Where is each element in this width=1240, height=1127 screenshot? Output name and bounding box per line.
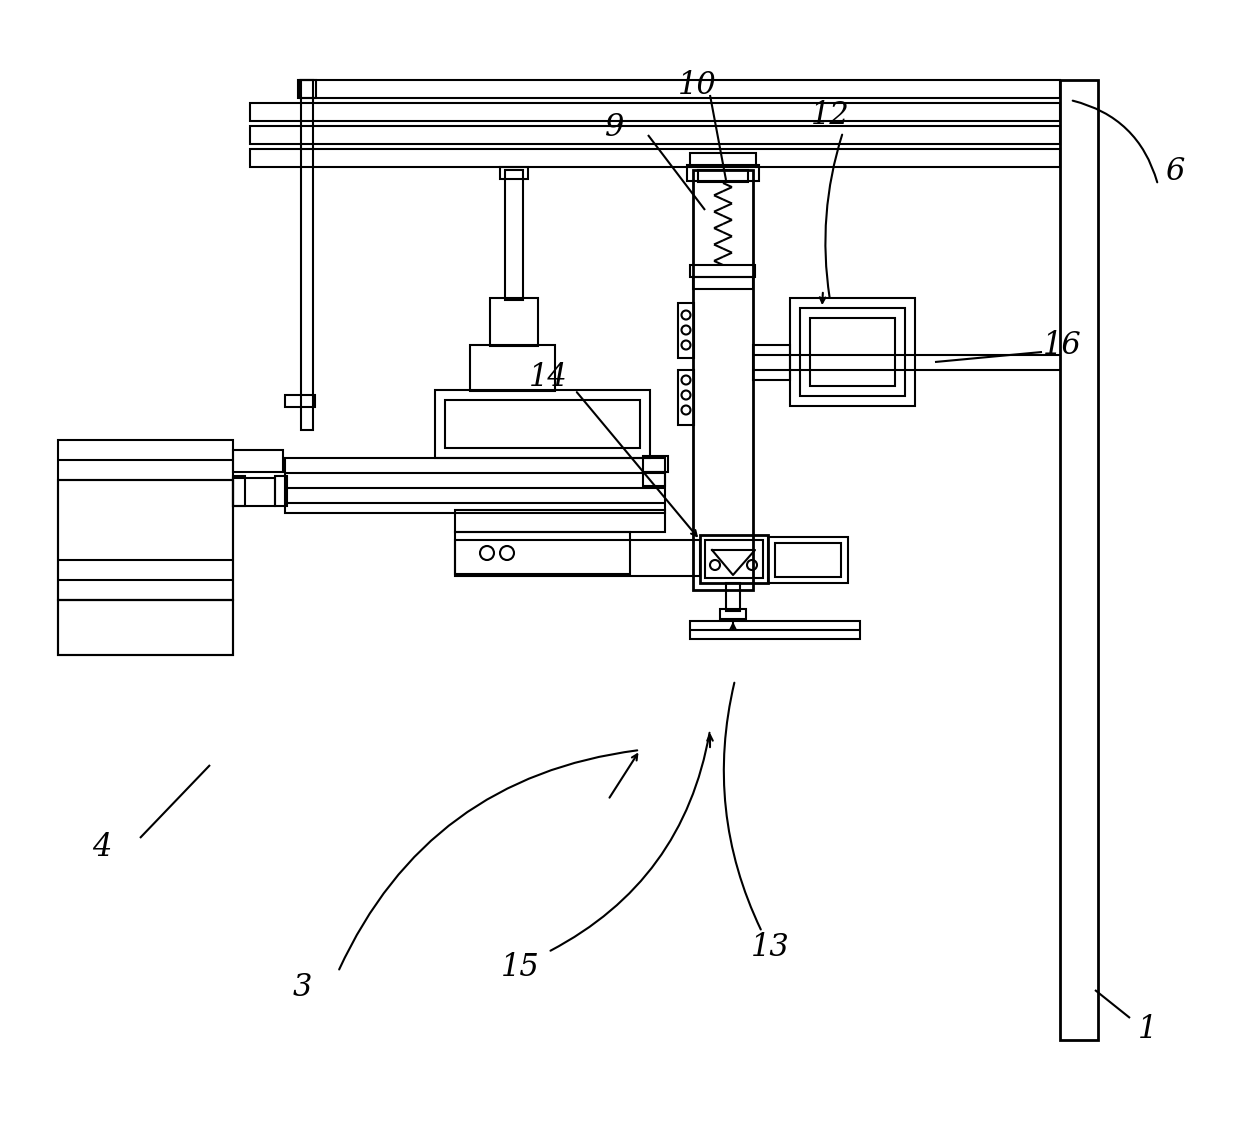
Bar [775, 543, 841, 577]
Bar [1060, 80, 1097, 1040]
Bar [275, 476, 286, 506]
Bar [250, 149, 1060, 167]
Bar [800, 308, 905, 396]
Text: 16: 16 [1043, 329, 1081, 361]
Bar [250, 103, 1060, 121]
Bar [644, 456, 668, 472]
Bar [790, 298, 915, 406]
Bar [693, 277, 753, 289]
Text: 15: 15 [501, 952, 539, 984]
Bar [678, 303, 694, 358]
Bar [285, 394, 315, 407]
Text: 13: 13 [750, 932, 790, 964]
Bar [301, 80, 312, 431]
Bar [58, 440, 233, 655]
Text: 6: 6 [1166, 157, 1184, 187]
Bar [698, 170, 748, 181]
Bar [689, 265, 755, 277]
Bar [298, 80, 316, 98]
Bar [689, 153, 756, 167]
Bar [753, 345, 790, 380]
Bar [470, 345, 556, 391]
Bar [455, 511, 665, 532]
Bar [687, 165, 759, 181]
Bar [500, 167, 528, 179]
Bar [300, 80, 1060, 98]
Text: 9: 9 [605, 113, 625, 143]
Text: 1: 1 [1138, 1014, 1158, 1046]
Bar [725, 583, 740, 611]
Text: 10: 10 [677, 70, 717, 100]
Bar [644, 472, 665, 486]
Text: 14: 14 [528, 363, 568, 393]
Bar [720, 609, 746, 619]
Bar [455, 532, 630, 574]
Bar [285, 458, 665, 513]
Bar [701, 535, 768, 583]
Bar [505, 170, 523, 300]
Bar [678, 370, 694, 425]
Bar [693, 170, 753, 591]
Text: 12: 12 [811, 99, 849, 131]
Bar [445, 400, 640, 449]
Bar [689, 621, 861, 639]
Bar [58, 600, 233, 655]
Bar [250, 126, 1060, 144]
Bar [435, 390, 650, 458]
Bar [233, 450, 283, 472]
Bar [706, 540, 763, 578]
Bar [768, 536, 848, 583]
Bar [490, 298, 538, 346]
Text: 4: 4 [92, 833, 112, 863]
Bar [810, 318, 895, 387]
Bar [233, 476, 246, 506]
Bar [58, 480, 233, 600]
Bar [233, 478, 275, 506]
Text: 3: 3 [293, 973, 311, 1003]
Bar [455, 540, 701, 576]
